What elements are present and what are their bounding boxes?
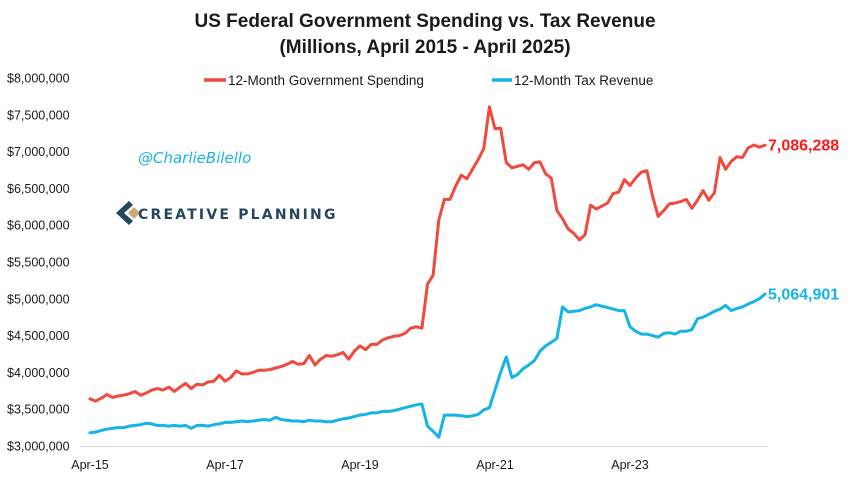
y-tick-label: $4,500,000 [7,329,70,343]
y-tick-label: $6,500,000 [7,182,70,196]
x-tick-label: Apr-15 [71,458,109,472]
x-tick-label: Apr-19 [341,458,379,472]
x-tick-label: Apr-23 [611,458,649,472]
y-tick-label: $6,000,000 [7,219,70,233]
legend-label-spending: 12-Month Government Spending [228,73,424,88]
twitter-handle: @CharlieBilello [138,149,251,167]
x-tick-label: Apr-17 [206,458,244,472]
series-line-spending [88,105,767,403]
axes: $3,000,000 $3,500,000 $4,000,000 $4,500,000… [7,72,768,472]
y-tick-label: $8,000,000 [7,72,70,86]
legend: 12-Month Government Spending 12-Month Ta… [204,73,653,88]
creative-planning-logo-icon [116,201,140,225]
brand-name: CREATIVE PLANNING [138,207,338,223]
end-label-tax-revenue: 5,064,901 [768,287,839,304]
chart-subtitle: (Millions, April 2015 - April 2025) [279,37,570,58]
y-tick-label: $5,000,000 [7,292,70,306]
y-tick-label: $3,500,000 [7,403,70,417]
y-tick-label: $7,500,000 [7,108,70,122]
y-tick-label: $5,500,000 [7,256,70,270]
chart-title: US Federal Government Spending vs. Tax R… [194,11,655,32]
legend-label-tax-revenue: 12-Month Tax Revenue [514,73,653,88]
series-layer [88,105,767,439]
y-tick-label: $3,000,000 [7,440,70,454]
end-label-spending: 7,086,288 [768,138,839,155]
y-tick-label: $4,000,000 [7,366,70,380]
creative-planning-logo: CREATIVE PLANNING [116,201,338,225]
series-line-tax-revenue [88,292,767,439]
end-labels: 7,086,288 5,064,901 [768,138,839,304]
y-tick-label: $7,000,000 [7,145,70,159]
x-tick-label: Apr-21 [476,458,514,472]
